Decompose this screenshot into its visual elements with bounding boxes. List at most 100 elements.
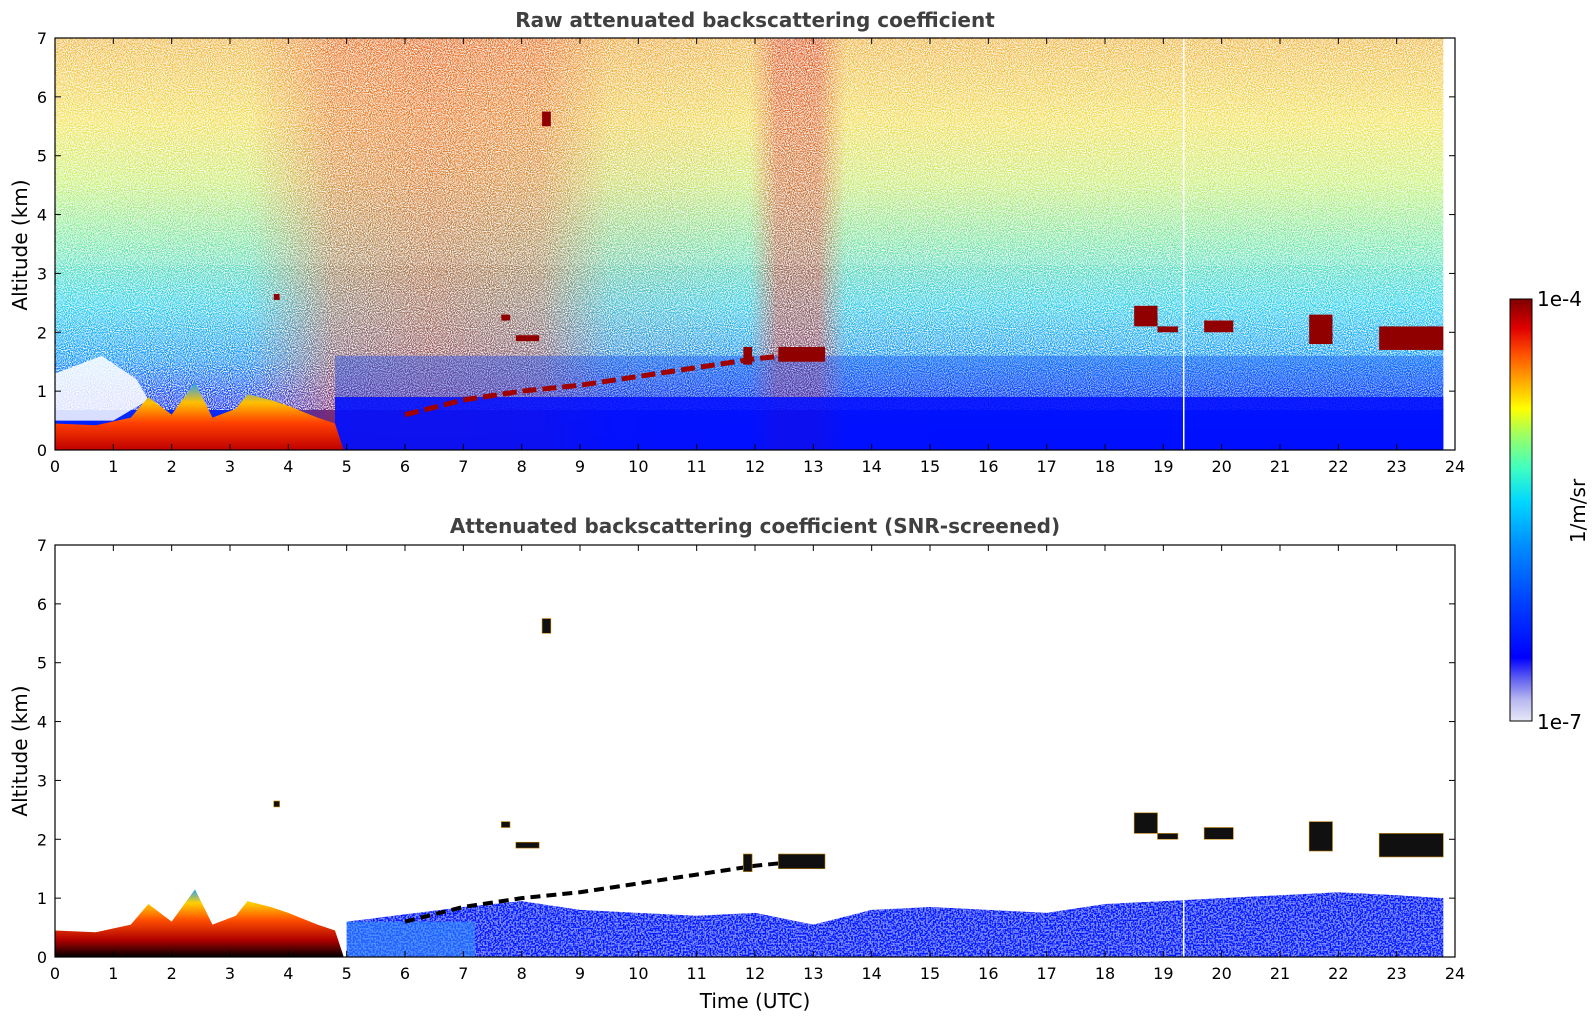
y-tick-label: 7 [37,29,47,48]
x-tick-label: 10 [628,964,648,983]
colorbar-min-label: 1e-7 [1537,710,1582,734]
x-tick-label: 10 [628,457,648,476]
panel-screened: Attenuated backscattering coefficient (S… [8,514,1465,1013]
x-tick-label: 7 [458,964,468,983]
x-tick-label: 8 [517,457,527,476]
x-tick-label: 0 [50,457,60,476]
screened-gaps [346,892,1444,957]
y-tick-label: 4 [37,713,47,732]
screened-cloud [743,853,753,872]
y-tick-label: 0 [37,441,47,460]
x-tick-label: 24 [1445,457,1465,476]
screened-cloud [273,800,280,808]
x-tick-label: 8 [517,964,527,983]
y-tick-label: 6 [37,595,47,614]
x-tick-label: 16 [978,457,998,476]
y-tick-label: 2 [37,830,47,849]
raw-cloud [743,347,753,365]
x-tick-label: 14 [861,964,881,983]
panel-raw: Raw attenuated backscattering coefficien… [8,8,1465,476]
screened-x-ticks: 0 1 2 3 4 5 6 7 8 9 10 11 12 13 14 15 16 17 18 19 20 21 22 23 24 [50,545,1465,983]
x-tick-label: 18 [1095,964,1115,983]
screened-night-boundary-layer [55,889,344,957]
colorbar-gradient [1509,298,1533,722]
x-tick-label: 0 [50,964,60,983]
x-tick-label: 23 [1386,457,1406,476]
raw-noise-speckle-upper [55,38,1444,265]
screened-cloud [500,821,511,828]
x-tick-label: 12 [745,457,765,476]
screened-y-axis-label: Altitude (km) [8,685,32,816]
x-tick-label: 9 [575,964,585,983]
x-tick-label: 17 [1036,457,1056,476]
raw-blue-lower-layer [335,397,1444,450]
x-tick-label: 15 [920,964,940,983]
y-tick-label: 3 [37,771,47,790]
screened-plot-frame [54,544,1456,958]
screened-transition [346,921,475,957]
x-tick-label: 5 [342,964,352,983]
x-tick-label: 9 [575,457,585,476]
x-tick-label: 20 [1211,457,1231,476]
x-tick-label: 1 [108,964,118,983]
y-tick-label: 3 [37,264,47,283]
y-tick-label: 1 [37,889,47,908]
y-tick-label: 5 [37,147,47,166]
raw-cloud [273,294,280,300]
x-tick-label: 3 [225,457,235,476]
y-tick-label: 5 [37,654,47,673]
x-tick-label: 22 [1328,964,1348,983]
raw-heatmap [55,38,1444,450]
screened-cloud [1308,821,1333,852]
raw-y-ticks: 0 1 2 3 4 5 6 7 [37,29,1455,460]
y-tick-label: 7 [37,536,47,555]
screened-cloud [541,618,552,634]
x-tick-label: 5 [342,457,352,476]
raw-night-boundary-layer [55,382,344,450]
x-tick-label: 13 [803,457,823,476]
x-tick-label: 4 [283,964,293,983]
colorbar-max-label: 1e-4 [1537,287,1582,311]
x-tick-label: 16 [978,964,998,983]
raw-cloud [1204,320,1234,333]
x-tick-label: 3 [225,964,235,983]
x-tick-label: 14 [861,457,881,476]
panel-raw-title: Raw attenuated backscattering coefficien… [515,8,995,32]
x-tick-label: 15 [920,457,940,476]
screened-cloud [515,841,540,849]
raw-cloud [1157,326,1178,333]
x-tick-label: 11 [686,457,706,476]
x-tick-label: 7 [458,457,468,476]
y-tick-label: 0 [37,948,47,967]
x-tick-label: 1 [108,457,118,476]
raw-cloud [778,347,825,362]
x-axis-label: Time (UTC) [699,989,811,1013]
raw-blue-transition [335,355,1444,398]
x-tick-label: 6 [400,457,410,476]
x-tick-label: 20 [1211,964,1231,983]
raw-x-ticks: 0 1 2 3 4 5 6 7 8 9 10 11 12 13 14 15 16 17 18 19 20 21 22 23 24 [50,38,1465,476]
y-tick-label: 2 [37,323,47,342]
x-tick-label: 23 [1386,964,1406,983]
raw-cloud [1309,314,1333,345]
raw-cloud [501,314,510,321]
screened-cloud [778,853,826,870]
raw-y-axis-label: Altitude (km) [8,179,32,310]
raw-cloud [1134,305,1158,327]
raw-cloud [542,111,551,127]
x-tick-label: 11 [686,964,706,983]
panel-screened-title: Attenuated backscattering coefficient (S… [450,514,1060,538]
x-tick-label: 24 [1445,964,1465,983]
x-tick-label: 19 [1153,457,1173,476]
x-tick-label: 2 [167,964,177,983]
screened-cloud [1157,833,1179,840]
raw-cloud [515,335,540,342]
x-tick-label: 22 [1328,457,1348,476]
x-tick-label: 4 [283,457,293,476]
screened-heatmap [55,618,1444,957]
y-tick-label: 1 [37,382,47,401]
screened-cloud [1203,827,1234,840]
colorbar: 1e-4 1e-7 1/m/sr [1509,287,1590,734]
x-tick-label: 18 [1095,457,1115,476]
